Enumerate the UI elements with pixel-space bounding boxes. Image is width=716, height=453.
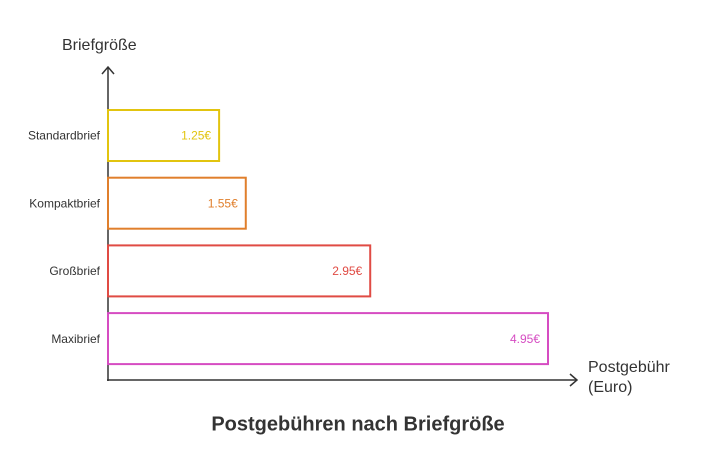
x-axis-arrow [569, 373, 579, 387]
y-tick-label: Maxibrief [51, 332, 100, 346]
y-axis-label: Briefgröße [62, 37, 137, 54]
y-tick-label: Kompaktbrief [29, 196, 100, 210]
y-axis-arrow [101, 65, 115, 75]
chart-title: Postgebühren nach Briefgröße [211, 413, 504, 435]
bar [107, 312, 549, 366]
x-axis-label: Postgebühr (Euro) [588, 359, 670, 396]
bar [107, 244, 372, 298]
y-tick-label: Großbrief [49, 264, 100, 278]
value-label: 4.95€ [510, 332, 540, 346]
y-tick-label: Standardbrief [28, 129, 101, 143]
bar [107, 109, 221, 162]
value-label: 2.95€ [332, 264, 362, 278]
value-label: 1.25€ [181, 129, 211, 143]
bar [107, 176, 247, 230]
value-label: 1.55€ [208, 196, 238, 210]
